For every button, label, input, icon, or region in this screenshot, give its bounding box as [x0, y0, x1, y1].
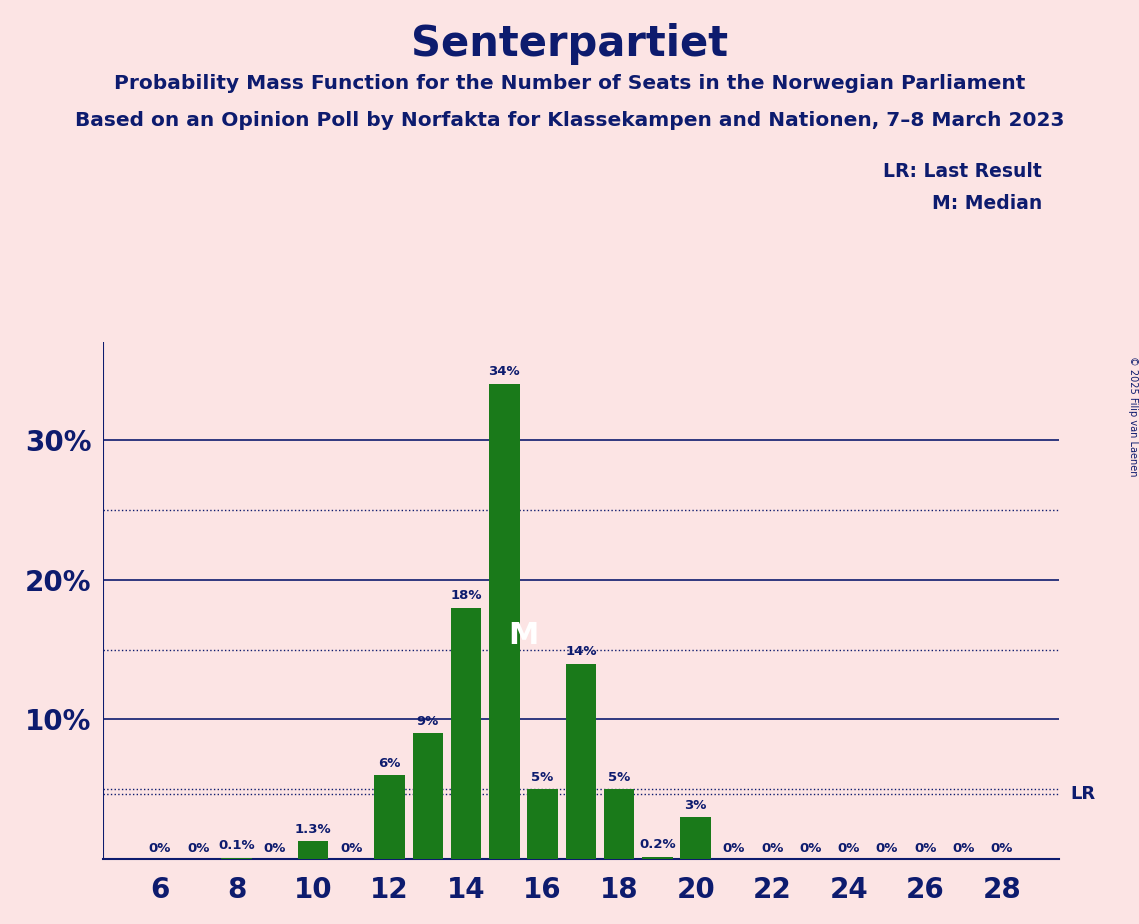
Text: 6%: 6%	[378, 757, 401, 770]
Text: Based on an Opinion Poll by Norfakta for Klassekampen and Nationen, 7–8 March 20: Based on an Opinion Poll by Norfakta for…	[75, 111, 1064, 130]
Text: 0%: 0%	[952, 842, 975, 855]
Bar	[412, 734, 443, 859]
Text: 0%: 0%	[263, 842, 286, 855]
Bar	[642, 857, 673, 859]
Bar	[527, 789, 558, 859]
Text: © 2025 Filip van Laenen: © 2025 Filip van Laenen	[1129, 356, 1138, 476]
Text: 5%: 5%	[532, 771, 554, 784]
Bar	[489, 383, 519, 859]
Text: 0%: 0%	[876, 842, 899, 855]
Text: 3%: 3%	[685, 798, 707, 812]
Bar	[680, 818, 711, 859]
Bar	[221, 857, 252, 859]
Text: M: Median: M: Median	[932, 194, 1042, 213]
Bar	[297, 841, 328, 859]
Text: 0%: 0%	[187, 842, 210, 855]
Text: 0%: 0%	[800, 842, 821, 855]
Text: Probability Mass Function for the Number of Seats in the Norwegian Parliament: Probability Mass Function for the Number…	[114, 74, 1025, 93]
Text: 14%: 14%	[565, 645, 597, 658]
Text: 0%: 0%	[915, 842, 936, 855]
Text: 1.3%: 1.3%	[295, 822, 331, 835]
Text: LR: LR	[1071, 784, 1096, 803]
Text: 0%: 0%	[149, 842, 171, 855]
Bar	[451, 608, 482, 859]
Text: 0%: 0%	[837, 842, 860, 855]
Text: 0.1%: 0.1%	[219, 839, 255, 852]
Text: 18%: 18%	[450, 589, 482, 602]
Bar	[604, 789, 634, 859]
Text: Senterpartiet: Senterpartiet	[411, 23, 728, 65]
Bar	[375, 775, 404, 859]
Text: 0.2%: 0.2%	[639, 838, 675, 851]
Text: 0%: 0%	[723, 842, 745, 855]
Text: 34%: 34%	[489, 365, 521, 378]
Bar	[566, 663, 596, 859]
Text: 0%: 0%	[341, 842, 362, 855]
Text: LR: Last Result: LR: Last Result	[884, 162, 1042, 181]
Text: 0%: 0%	[991, 842, 1013, 855]
Text: M: M	[508, 621, 539, 650]
Text: 9%: 9%	[417, 715, 439, 728]
Text: 0%: 0%	[761, 842, 784, 855]
Text: 5%: 5%	[608, 771, 630, 784]
